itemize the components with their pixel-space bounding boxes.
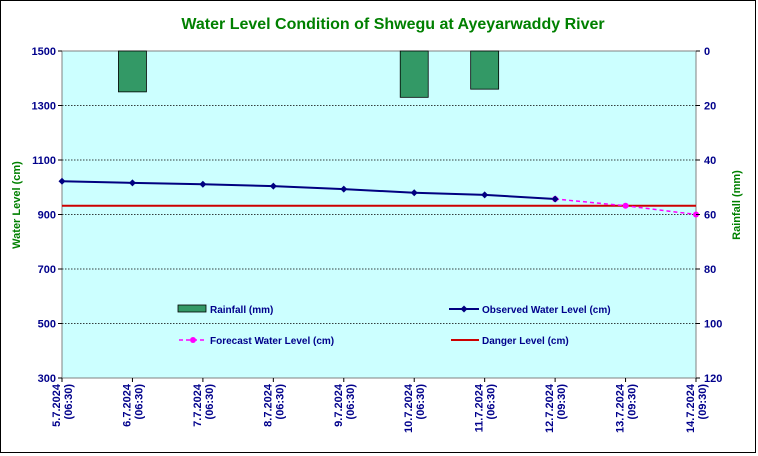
x-tick-label-date: 8.7.2024 — [262, 383, 274, 427]
chart-title: Water Level Condition of Shwegu at Ayeya… — [181, 16, 604, 33]
x-tick-label-time: (06:30) — [345, 384, 357, 420]
observed-point — [128, 179, 136, 187]
y2-tick-label: 100 — [704, 319, 722, 331]
grid-lines — [62, 105, 696, 324]
forecast-point — [622, 202, 629, 209]
rainfall-bar — [118, 50, 147, 93]
legend-label-rainfall: Rainfall (mm) — [210, 305, 273, 316]
x-tick-label-time: (09:30) — [697, 384, 709, 420]
x-tick-label-date: 5.7.2024 — [51, 383, 63, 427]
legend-label-forecast: Forecast Water Level (cm) — [210, 336, 334, 347]
x-tick-label-date: 14.7.2024 — [685, 383, 697, 433]
legend-marker-observed — [460, 305, 468, 313]
water-level-lines — [58, 177, 699, 218]
x-tick-label-date: 13.7.2024 — [615, 383, 627, 433]
left-axis-ticks: 300 500 700 900 1100 1300 1500 — [32, 46, 62, 385]
observed-point — [481, 191, 489, 199]
x-tick-label-time: (06:30) — [63, 384, 75, 420]
legend-label-danger: Danger Level (cm) — [482, 336, 569, 347]
x-tick-label-date: 12.7.2024 — [544, 383, 556, 433]
y2-axis-title: Rainfall (mm) — [731, 170, 743, 240]
y2-tick-label: 20 — [704, 101, 716, 113]
x-tick-label-time: (06:30) — [204, 384, 216, 420]
x-tick-label-time: (09:30) — [556, 384, 568, 420]
legend-label-observed: Observed Water Level (cm) — [482, 305, 611, 316]
observed-point — [340, 185, 348, 193]
y-tick-label: 900 — [38, 210, 56, 222]
x-tick-label-time: (06:30) — [133, 384, 145, 420]
legend-swatch-rainfall — [177, 304, 207, 313]
y-tick-label: 300 — [38, 373, 56, 385]
y-tick-label: 1300 — [32, 101, 56, 113]
y2-tick-label: 120 — [704, 373, 722, 385]
x-tick-label-date: 10.7.2024 — [403, 383, 415, 433]
x-axis-ticks: 5.7.2024 (06:30) 6.7.2024 (06:30) 7.7.2024 (0… — [51, 378, 709, 433]
x-tick-label-date: 11.7.2024 — [474, 383, 486, 432]
y2-tick-label: 60 — [704, 210, 716, 222]
x-tick-label-date: 7.7.2024 — [192, 383, 204, 427]
observed-point — [551, 195, 559, 203]
y2-tick-label: 0 — [704, 46, 710, 58]
y-axis-title: Water Level (cm) — [11, 161, 23, 249]
x-tick-label-time: (09:30) — [627, 384, 639, 420]
y2-tick-label: 80 — [704, 264, 716, 276]
y-tick-label: 500 — [38, 319, 56, 331]
observed-water-level-line — [61, 180, 556, 200]
rainfall-bar — [399, 50, 429, 98]
y-tick-label: 1500 — [32, 46, 56, 58]
x-tick-label-time: (06:30) — [486, 384, 498, 420]
x-tick-label-time: (06:30) — [415, 384, 427, 420]
right-axis-ticks: 0 20 40 60 80 100 120 — [696, 46, 722, 385]
plot-area — [61, 50, 697, 379]
observed-point — [410, 189, 418, 197]
y-tick-label: 1100 — [32, 155, 56, 167]
y2-tick-label: 40 — [704, 155, 716, 167]
rainfall-bar — [470, 50, 500, 90]
x-tick-label-date: 6.7.2024 — [121, 383, 133, 427]
legend: Rainfall (mm) Observed Water Level (cm) … — [177, 304, 611, 347]
observed-point — [269, 182, 277, 190]
x-tick-label-time: (06:30) — [274, 384, 286, 420]
observed-point — [58, 177, 66, 185]
y-tick-label: 700 — [38, 264, 56, 276]
legend-marker-forecast — [190, 337, 196, 343]
rainfall-bars — [118, 50, 500, 98]
observed-point — [199, 180, 207, 188]
x-tick-label-date: 9.7.2024 — [333, 383, 345, 427]
